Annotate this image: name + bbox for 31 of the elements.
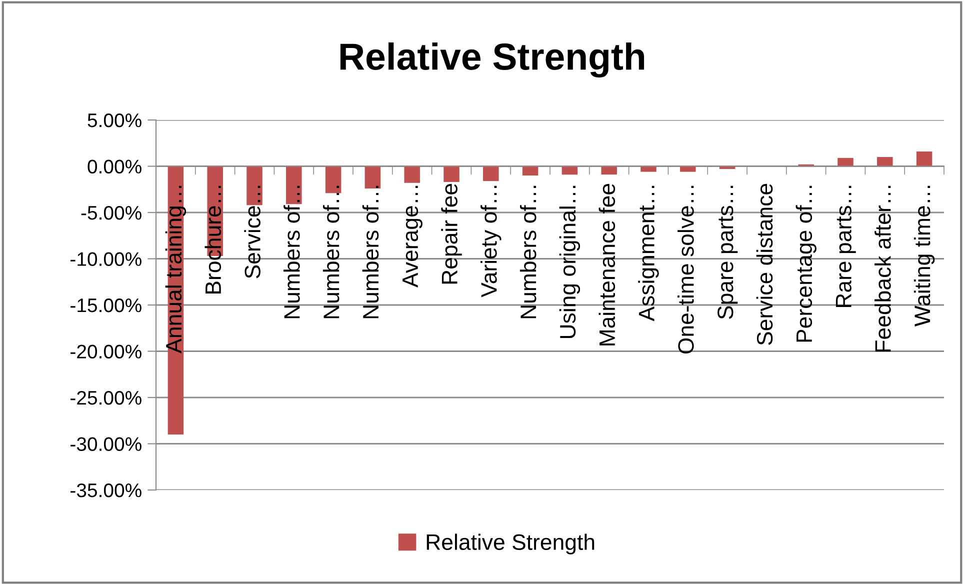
y-tick-label: -10.00% bbox=[70, 252, 142, 266]
y-tick-label: 5.00% bbox=[88, 113, 142, 128]
x-tick-label: Variety of… bbox=[480, 186, 502, 298]
x-tick-label: Repair fee bbox=[441, 184, 462, 284]
x-tick-label: One-time solve… bbox=[678, 186, 694, 354]
x-tick-label: Average… bbox=[402, 186, 422, 288]
x-tick-label: Numbers of… bbox=[362, 186, 379, 318]
y-tick-label: 0.00% bbox=[88, 160, 142, 174]
x-tick-label: Using original… bbox=[559, 186, 580, 338]
chart-title: Relative Strength bbox=[340, 42, 644, 78]
y-tick-label: -5.00% bbox=[81, 206, 142, 220]
x-tick-label: Brochure… bbox=[204, 186, 222, 294]
x-tick-label: Assignment… bbox=[638, 186, 659, 322]
y-tick-label: -20.00% bbox=[70, 344, 142, 358]
x-tick-label: Service… bbox=[244, 186, 260, 278]
y-tick-label: -15.00% bbox=[70, 298, 142, 312]
x-tick-label: Spare parts… bbox=[718, 186, 738, 319]
y-tick-label: -30.00% bbox=[70, 437, 142, 451]
x-tick-label: Rare parts… bbox=[836, 186, 856, 308]
x-tick-label: Numbers of… bbox=[520, 186, 536, 318]
x-tick-label: Annual training… bbox=[165, 186, 186, 354]
x-tick-label: Maintenance fee bbox=[598, 184, 616, 346]
x-tick-label: Feedback after… bbox=[874, 186, 891, 352]
x-tick-label: Numbers of… bbox=[322, 186, 340, 318]
x-tick-label: Numbers of… bbox=[284, 186, 300, 318]
y-tick-label: -25.00% bbox=[70, 390, 142, 405]
legend-label: Relative Strength bbox=[426, 534, 594, 554]
y-tick-label: -35.00% bbox=[70, 483, 142, 498]
x-tick-label: Percentage of… bbox=[796, 186, 816, 342]
x-tick-label: Waiting time… bbox=[914, 186, 935, 326]
x-tick-label: Service distance bbox=[756, 184, 773, 345]
